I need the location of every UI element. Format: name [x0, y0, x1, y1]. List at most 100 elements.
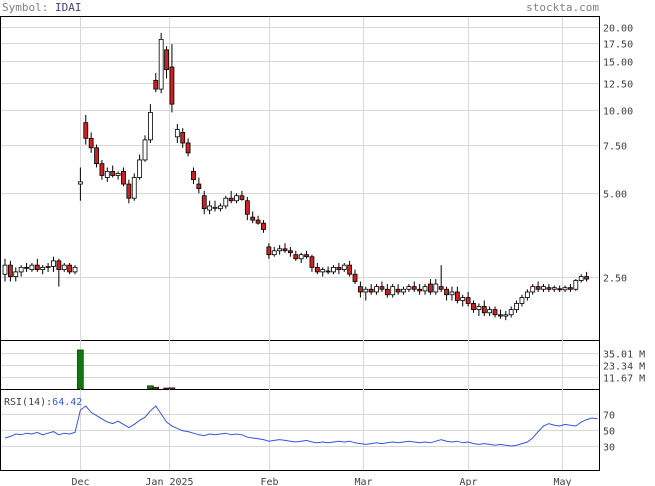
- candle: [358, 281, 363, 298]
- rsi-tick-label: 30: [603, 443, 615, 454]
- candle: [428, 279, 433, 295]
- candle-body: [390, 286, 396, 296]
- candle: [13, 267, 19, 282]
- candle-body: [131, 177, 137, 199]
- candle: [67, 262, 73, 275]
- candle-body: [417, 288, 423, 292]
- candle: [368, 284, 374, 295]
- candle-body: [363, 288, 369, 293]
- candle-body: [314, 266, 320, 273]
- volume-bar: [77, 349, 84, 390]
- candle: [551, 285, 557, 292]
- candle: [191, 167, 196, 185]
- candle-body: [347, 264, 353, 275]
- rsi-tick-label: 70: [603, 411, 615, 422]
- candle-body: [374, 286, 379, 293]
- candle: [169, 44, 175, 113]
- price-tick-label: 7.50: [603, 142, 627, 153]
- grid-lines: [1, 17, 599, 470]
- candle-body: [7, 264, 13, 278]
- candle: [142, 135, 148, 162]
- candle: [352, 269, 358, 285]
- candle: [541, 284, 546, 292]
- candle: [336, 262, 342, 275]
- candle: [508, 306, 514, 318]
- candle-body: [255, 219, 261, 224]
- candle-body: [481, 306, 487, 314]
- price-tick-label: 12.50: [603, 80, 633, 91]
- candle: [288, 246, 293, 257]
- candle: [384, 284, 390, 298]
- candle-body: [341, 264, 347, 271]
- volume-tick-label: 11.67 M: [603, 374, 645, 385]
- candle: [325, 266, 331, 275]
- candle-body: [110, 170, 116, 176]
- candle-body: [266, 246, 272, 256]
- candle-body: [115, 173, 121, 176]
- candle-body: [411, 286, 417, 290]
- candle: [201, 190, 207, 215]
- price-panel-frame: [0, 16, 600, 341]
- volume-tick-label: 35.01 M: [603, 350, 645, 361]
- candle-body: [384, 288, 390, 296]
- candle: [417, 284, 423, 295]
- candle-body: [99, 163, 105, 176]
- candle: [255, 215, 261, 225]
- candle-body: [503, 314, 509, 317]
- candle-body: [519, 297, 525, 304]
- candle-body: [196, 183, 202, 189]
- candle: [99, 159, 105, 180]
- candle-body: [358, 286, 363, 293]
- candle: [137, 154, 143, 180]
- candle-body: [40, 266, 46, 271]
- candle: [298, 252, 304, 263]
- candle-body: [83, 122, 89, 139]
- candle: [341, 262, 347, 272]
- candle: [562, 285, 568, 292]
- price-tick-label: 10.00: [603, 107, 633, 118]
- candle: [228, 190, 234, 204]
- candle-body: [234, 195, 239, 202]
- candle-body: [498, 314, 503, 317]
- candle-body: [164, 49, 169, 70]
- candle-body: [454, 291, 460, 301]
- candle: [271, 246, 277, 257]
- candle: [115, 171, 121, 180]
- candle: [573, 279, 579, 291]
- candle-body: [277, 248, 283, 252]
- candle: [104, 167, 110, 182]
- candle-body: [530, 286, 536, 293]
- candle: [88, 132, 94, 153]
- candle: [519, 294, 525, 307]
- source-label[interactable]: stockta.com: [526, 1, 599, 14]
- candle: [304, 250, 309, 259]
- candle: [217, 203, 223, 212]
- candle: [476, 303, 482, 317]
- candle: [239, 190, 245, 201]
- candle: [212, 200, 218, 212]
- candle: [72, 265, 78, 275]
- candle-body: [422, 286, 428, 292]
- candle-body: [61, 264, 67, 271]
- candle-body: [51, 260, 56, 267]
- candle: [578, 274, 584, 283]
- symbol-value: IDAI: [54, 1, 82, 14]
- candle-body: [336, 266, 342, 271]
- candle-body: [67, 264, 73, 273]
- candle: [471, 300, 476, 313]
- rsi-label-value: 64.42: [52, 397, 82, 408]
- candle: [411, 281, 417, 292]
- candle-body: [180, 131, 186, 144]
- candlestick-series: [2, 32, 589, 321]
- candle: [309, 254, 315, 272]
- candle-body: [185, 142, 191, 154]
- candle-body: [239, 195, 245, 200]
- candle: [584, 271, 589, 282]
- candle-body: [331, 266, 336, 273]
- candle: [465, 291, 471, 307]
- candle: [454, 286, 460, 304]
- candle-body: [34, 264, 40, 271]
- candle-body: [212, 206, 218, 209]
- candle-body: [573, 280, 579, 290]
- candle: [158, 32, 164, 94]
